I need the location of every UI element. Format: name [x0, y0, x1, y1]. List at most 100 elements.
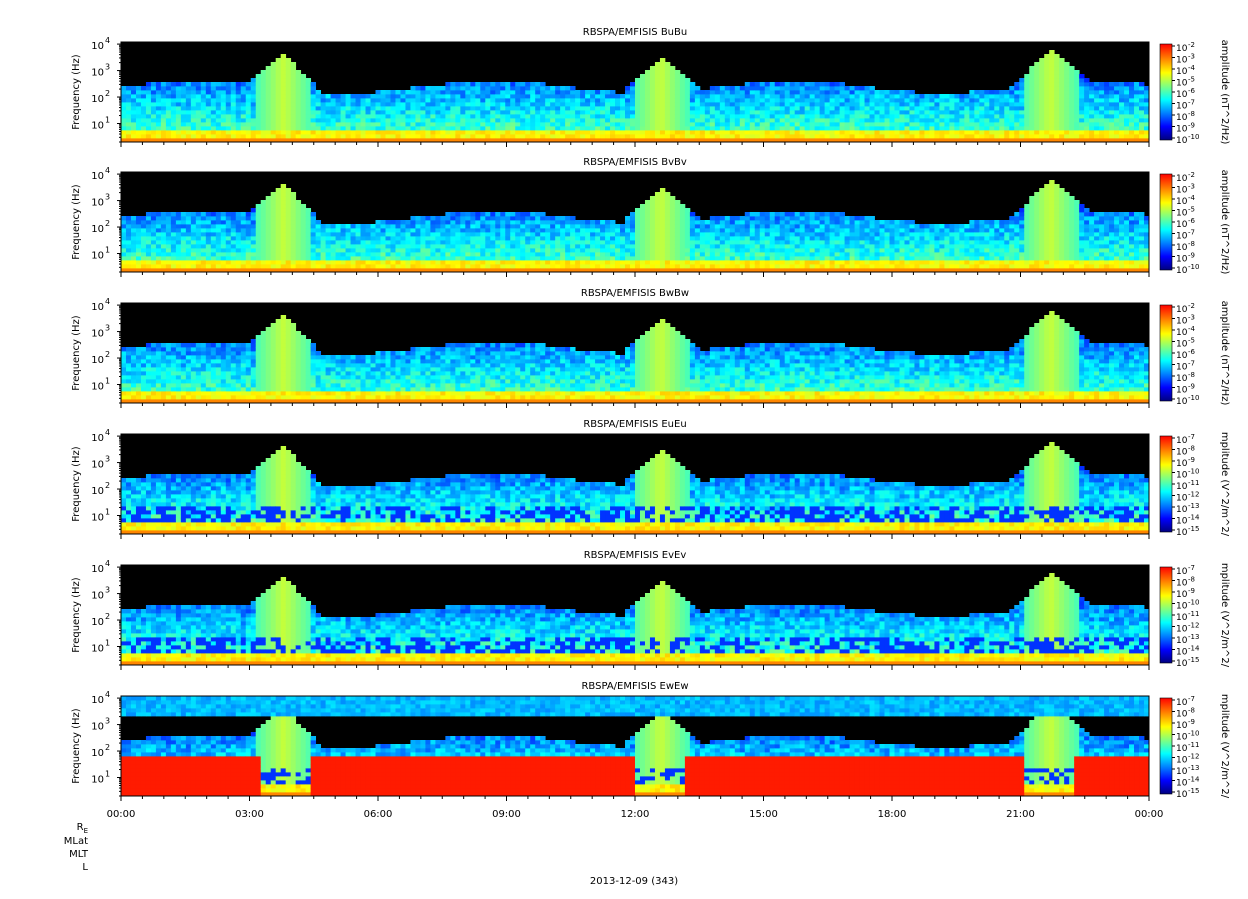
colorbar-tick-label: 10: [1176, 613, 1188, 623]
time-axis: 00:00 03:00 06:00 09:00 12:00 15:00 18:00 21:00…: [107, 809, 1164, 820]
colorbar-tick-exponent: -5: [1188, 337, 1195, 345]
colorbar-tick-label: 10: [1176, 659, 1188, 669]
colorbar-tick-exponent: -10: [1188, 394, 1199, 402]
y-tick-label: 10: [91, 355, 104, 366]
colorbar-tick-label: 10: [1176, 733, 1188, 743]
colorbar-tick-label: 10: [1176, 125, 1188, 135]
colorbar-tick-exponent: -9: [1188, 456, 1195, 464]
colorbar-tick-exponent: -9: [1188, 383, 1195, 391]
panel-title: RBSPA/EMFISIS EwEw: [581, 681, 688, 692]
y-tick-exponent: 3: [105, 324, 110, 333]
y-tick-label: 10: [91, 748, 104, 759]
colorbar-tick-exponent: -5: [1188, 76, 1195, 84]
colorbar-tick-exponent: -14: [1188, 776, 1200, 784]
y-tick-label: 10: [91, 381, 104, 392]
y-tick-exponent: 4: [105, 428, 110, 437]
y-tick-label: 10: [91, 486, 104, 497]
colorbar-tick-exponent: -12: [1188, 491, 1199, 499]
y-tick-exponent: 1: [105, 245, 110, 254]
colorbar-tick-exponent: -15: [1188, 787, 1199, 795]
colorbar-label: mplitude (V^2/m^2/: [1219, 694, 1230, 799]
y-tick-label: 10: [91, 564, 104, 575]
y-tick-exponent: 2: [105, 89, 110, 98]
colorbar-tick-exponent: -7: [1188, 229, 1195, 237]
y-tick-exponent: 4: [105, 690, 110, 699]
y-axis-label: Frequency (Hz): [71, 577, 82, 653]
colorbar-tick-exponent: -11: [1188, 479, 1199, 487]
colorbar-tick-label: 10: [1176, 602, 1188, 612]
y-tick-label: 10: [91, 250, 104, 261]
date-label: 2013-12-09 (343): [590, 876, 678, 887]
colorbar-tick-label: 10: [1176, 721, 1188, 731]
panel-title: RBSPA/EMFISIS BuBu: [583, 27, 687, 38]
y-tick-label: 10: [91, 302, 104, 313]
y-tick-label: 10: [91, 460, 104, 471]
panel-4: RBSPA/EMFISIS EuEu101102103104Frequency …: [71, 419, 1230, 539]
ephemeris-labels: RE MLat MLT L: [64, 822, 89, 873]
colorbar-tick-label: 10: [1176, 459, 1188, 469]
y-tick-exponent: 4: [105, 36, 110, 45]
colorbar-tick-label: 10: [1176, 386, 1188, 396]
colorbar-tick-exponent: -12: [1188, 622, 1199, 630]
colorbar-tick-exponent: -10: [1188, 133, 1199, 141]
colorbar-tick-label: 10: [1176, 220, 1188, 230]
colorbar-tick-exponent: -3: [1188, 314, 1195, 322]
y-tick-exponent: 2: [105, 481, 110, 490]
colorbar-tick-label: 10: [1176, 494, 1188, 504]
colorbar-tick-exponent: -13: [1188, 633, 1199, 641]
y-tick-label: 10: [91, 198, 104, 209]
colorbar-tick-label: 10: [1176, 374, 1188, 384]
colorbar-tick-label: 10: [1176, 648, 1188, 658]
spectrogram-panels: RBSPA/EMFISIS BuBu101102103104Frequency …: [71, 27, 1230, 801]
colorbar-tick-label: 10: [1176, 363, 1188, 373]
colorbar-tick-exponent: -6: [1188, 87, 1196, 95]
colorbar-label: mplitude (V^2/m^2/: [1219, 432, 1230, 537]
y-tick-label: 10: [91, 329, 104, 340]
colorbar-tick-exponent: -9: [1188, 587, 1195, 595]
y-tick-label: 10: [91, 591, 104, 602]
colorbar-tick-label: 10: [1176, 790, 1188, 800]
colorbar-tick-label: 10: [1176, 305, 1188, 315]
colorbar-tick-exponent: -11: [1188, 741, 1199, 749]
colorbar-tick-exponent: -9: [1188, 252, 1195, 260]
panel-title: RBSPA/EMFISIS BwBw: [581, 288, 689, 299]
y-tick-exponent: 1: [105, 638, 110, 647]
colorbar-tick-label: 10: [1176, 351, 1188, 361]
colorbar-tick-exponent: -4: [1188, 64, 1196, 72]
colorbar-tick-exponent: -10: [1188, 730, 1199, 738]
y-tick-exponent: 3: [105, 586, 110, 595]
y-tick-label: 10: [91, 224, 104, 235]
y-tick-label: 10: [91, 433, 104, 444]
colorbar: 10-210-310-410-510-610-710-810-910-10 amp…: [1160, 40, 1230, 146]
colorbar-tick-label: 10: [1176, 482, 1188, 492]
colorbar-tick-label: 10: [1176, 567, 1188, 577]
colorbar-tick-exponent: -13: [1188, 764, 1199, 772]
y-tick-exponent: 2: [105, 350, 110, 359]
spectrogram-image: [121, 696, 1149, 796]
y-tick-label: 10: [91, 171, 104, 182]
colorbar-tick-exponent: -5: [1188, 206, 1195, 214]
colorbar-tick-label: 10: [1176, 197, 1188, 207]
colorbar-tick-exponent: -4: [1188, 325, 1196, 333]
y-axis-label: Frequency (Hz): [71, 315, 82, 391]
ephemeris-mlt-label: MLT: [69, 849, 89, 860]
colorbar-tick-label: 10: [1176, 67, 1188, 77]
colorbar-tick-exponent: -15: [1188, 525, 1199, 533]
colorbar: 10-210-310-410-510-610-710-810-910-10 amp…: [1160, 301, 1230, 407]
colorbar-tick-exponent: -7: [1188, 695, 1195, 703]
colorbar-tick-exponent: -8: [1188, 576, 1195, 584]
panel-title: RBSPA/EMFISIS EvEv: [584, 550, 687, 561]
y-tick-exponent: 3: [105, 455, 110, 464]
panel-5: RBSPA/EMFISIS EvEv101102103104Frequency …: [71, 550, 1230, 670]
y-tick-exponent: 1: [105, 376, 110, 385]
colorbar-tick-label: 10: [1176, 636, 1188, 646]
colorbar-tick-exponent: -9: [1188, 122, 1195, 130]
x-tick-label: 18:00: [878, 809, 907, 820]
ephemeris-l-label: L: [82, 862, 88, 873]
colorbar-tick-label: 10: [1176, 710, 1188, 720]
colorbar-tick-exponent: -8: [1188, 445, 1195, 453]
colorbar-tick-label: 10: [1176, 44, 1188, 54]
colorbar-tick-label: 10: [1176, 397, 1188, 407]
